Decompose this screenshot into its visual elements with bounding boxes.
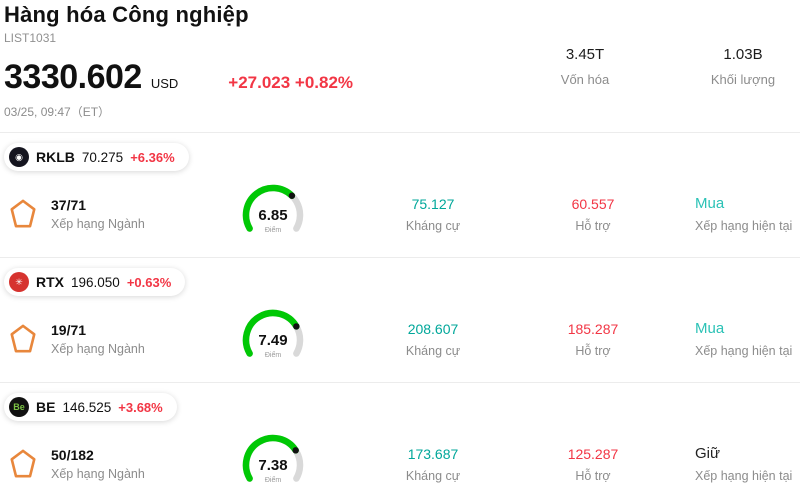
timestamp: 03/25, 09:47（ET） <box>4 105 111 119</box>
rating-value: Mua <box>695 195 725 212</box>
score-label: Điểm <box>264 477 282 484</box>
rating-value: Mua <box>695 320 725 337</box>
rank-value: 50/182 <box>51 447 94 463</box>
ticker-pill[interactable]: Be BE 146.525 +3.68% <box>4 393 177 421</box>
score-gauge: 7.38 Điểm <box>231 433 315 488</box>
current-rating: Mua Xếp hạng hiện tại <box>673 195 800 233</box>
support-value: 185.287 <box>567 320 619 337</box>
rating-label: Xếp hạng hiện tại <box>695 469 793 483</box>
support-stat: 185.287 Hỗ trợ <box>513 321 673 358</box>
industry-rank: 50/182 Xếp hạng Ngành <box>8 447 193 481</box>
ticker-symbol: RTX <box>36 274 64 290</box>
resistance-value: 208.607 <box>407 320 459 337</box>
rating-label: Xếp hạng hiện tại <box>695 219 793 233</box>
rtx-logo-icon: ✳ <box>9 272 29 292</box>
ticker-change: +3.68% <box>118 399 163 415</box>
gauge-arc <box>242 309 304 357</box>
industry-rank: 19/71 Xếp hạng Ngành <box>8 322 193 356</box>
support-stat: 125.287 Hỗ trợ <box>513 446 673 483</box>
market-cap-value: 3.45T <box>565 46 605 63</box>
score-value: 6.85 <box>258 207 288 224</box>
support-label: Hỗ trợ <box>575 218 611 233</box>
rank-value: 19/71 <box>51 322 87 338</box>
resistance-label: Kháng cự <box>405 218 461 233</box>
support-stat: 60.557 Hỗ trợ <box>513 196 673 233</box>
industry-rank: 37/71 Xếp hạng Ngành <box>8 197 193 231</box>
score-gauge: 6.85 Điểm <box>231 183 315 245</box>
currency-label: USD <box>150 76 179 91</box>
rank-badge-icon <box>10 199 36 228</box>
market-cap-label: Vốn hóa <box>560 72 610 87</box>
rank-badge-icon <box>10 324 36 353</box>
resistance-value: 75.127 <box>411 195 455 212</box>
rating-value: Giữ <box>695 445 721 462</box>
current-rating: Giữ Xếp hạng hiện tại <box>673 445 800 483</box>
support-value: 125.287 <box>567 445 619 462</box>
ticker-pill[interactable]: ✳ RTX 196.050 +0.63% <box>4 268 186 296</box>
stock-detail-row: 37/71 Xếp hạng Ngành 6.85 Điểm 75.127 Kh… <box>0 171 800 257</box>
rank-badge-icon <box>10 449 36 478</box>
rank-label: Xếp hạng Ngành <box>51 217 145 231</box>
volume-stat: 1.03B Khối lượng <box>688 46 798 87</box>
rank-label: Xếp hạng Ngành <box>51 342 145 356</box>
list-id: LIST1031 <box>4 31 57 45</box>
score-value: 7.38 <box>258 457 288 474</box>
current-price: 3330.602 <box>4 58 142 96</box>
stock-detail-row: 50/182 Xếp hạng Ngành 7.38 Điểm 173.687 … <box>0 421 800 488</box>
current-rating: Mua Xếp hạng hiện tại <box>673 320 800 358</box>
market-cap-stat: 3.45T Vốn hóa <box>535 46 635 87</box>
rank-label: Xếp hạng Ngành <box>51 467 145 481</box>
ticker-change: +6.36% <box>130 149 175 165</box>
ticker-price: 196.050 <box>71 274 120 290</box>
volume-label: Khối lượng <box>710 72 776 87</box>
be-logo-icon: Be <box>9 397 29 417</box>
ticker-pill[interactable]: ◉ RKLB 70.275 +6.36% <box>4 143 189 171</box>
resistance-stat: 75.127 Kháng cự <box>353 196 513 233</box>
volume-value: 1.03B <box>723 46 763 63</box>
resistance-label: Kháng cự <box>405 468 461 483</box>
gauge-arc <box>242 434 304 482</box>
page-title: Hàng hóa Công nghiệp <box>4 2 249 27</box>
gauge-arc <box>242 184 304 232</box>
header: Hàng hóa Công nghiệp LIST1031 3330.602 U… <box>0 0 800 133</box>
resistance-stat: 208.607 Kháng cự <box>353 321 513 358</box>
stock-detail-row: 19/71 Xếp hạng Ngành 7.49 Điểm 208.607 K… <box>0 296 800 382</box>
stock-row-rklb: ◉ RKLB 70.275 +6.36% 37/71 Xếp hạng Ngàn… <box>0 133 800 258</box>
stock-row-be: Be BE 146.525 +3.68% 50/182 Xếp hạng Ngà… <box>0 383 800 488</box>
ticker-price: 70.275 <box>81 149 124 165</box>
rank-value: 37/71 <box>51 197 87 213</box>
ticker-price: 146.525 <box>62 399 112 415</box>
rating-label: Xếp hạng hiện tại <box>695 344 793 358</box>
score-gauge: 7.49 Điểm <box>231 308 315 370</box>
support-label: Hỗ trợ <box>575 468 611 483</box>
score-label: Điểm <box>264 352 282 359</box>
ticker-change: +0.63% <box>126 274 172 290</box>
resistance-label: Kháng cự <box>405 343 461 358</box>
support-label: Hỗ trợ <box>575 343 611 358</box>
rklb-logo-icon: ◉ <box>9 147 29 167</box>
resistance-stat: 173.687 Kháng cự <box>353 446 513 483</box>
resistance-value: 173.687 <box>407 445 459 462</box>
support-value: 60.557 <box>571 195 615 212</box>
price-change: +27.023 +0.82% <box>228 73 354 92</box>
price-row: 3330.602 USD +27.023 +0.82% <box>4 58 800 97</box>
score-value: 7.49 <box>258 332 288 349</box>
ticker-symbol: BE <box>36 399 56 415</box>
stock-row-rtx: ✳ RTX 196.050 +0.63% 19/71 Xếp hạng Ngàn… <box>0 258 800 383</box>
ticker-symbol: RKLB <box>36 149 75 165</box>
score-label: Điểm <box>264 227 282 234</box>
